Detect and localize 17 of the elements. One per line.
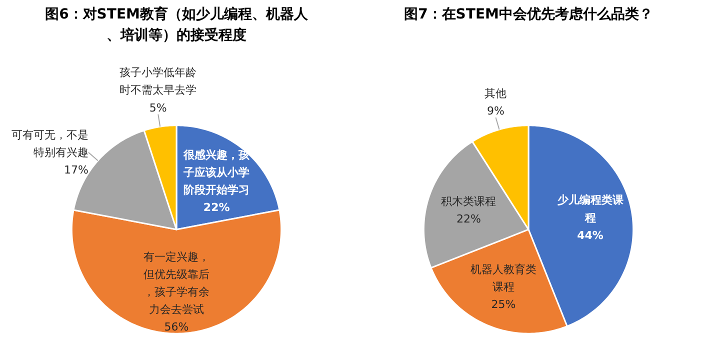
data-label: 17%: [64, 163, 88, 176]
slice-label: 有一定兴趣，但优先级靠后，孩子学有余力会去尝试: [144, 250, 210, 316]
slice-label: 机器人教育类课程: [470, 262, 537, 294]
data-label: 22%: [456, 212, 481, 226]
chart-title: 图7：在STEM中会优先考虑什么品类？: [404, 6, 653, 23]
data-label: 25%: [491, 298, 516, 311]
data-label: 22%: [203, 201, 230, 214]
slice-label: 孩子小学低年龄时不需太早去学: [120, 66, 197, 97]
slice-label: 可有可无，不是特别有兴趣: [11, 128, 88, 159]
data-label: 56%: [164, 320, 189, 334]
data-label: 5%: [149, 101, 167, 114]
slice-label: 少儿编程类课程: [556, 194, 624, 224]
data-label: 9%: [487, 104, 504, 118]
chart-title: 图6：对STEM教育（如少儿编程、机器人、培训等）的接受程度: [45, 6, 309, 44]
slice-label: 其他: [484, 86, 507, 100]
data-label: 44%: [577, 228, 604, 242]
slice-label: 积木类课程: [441, 194, 496, 208]
